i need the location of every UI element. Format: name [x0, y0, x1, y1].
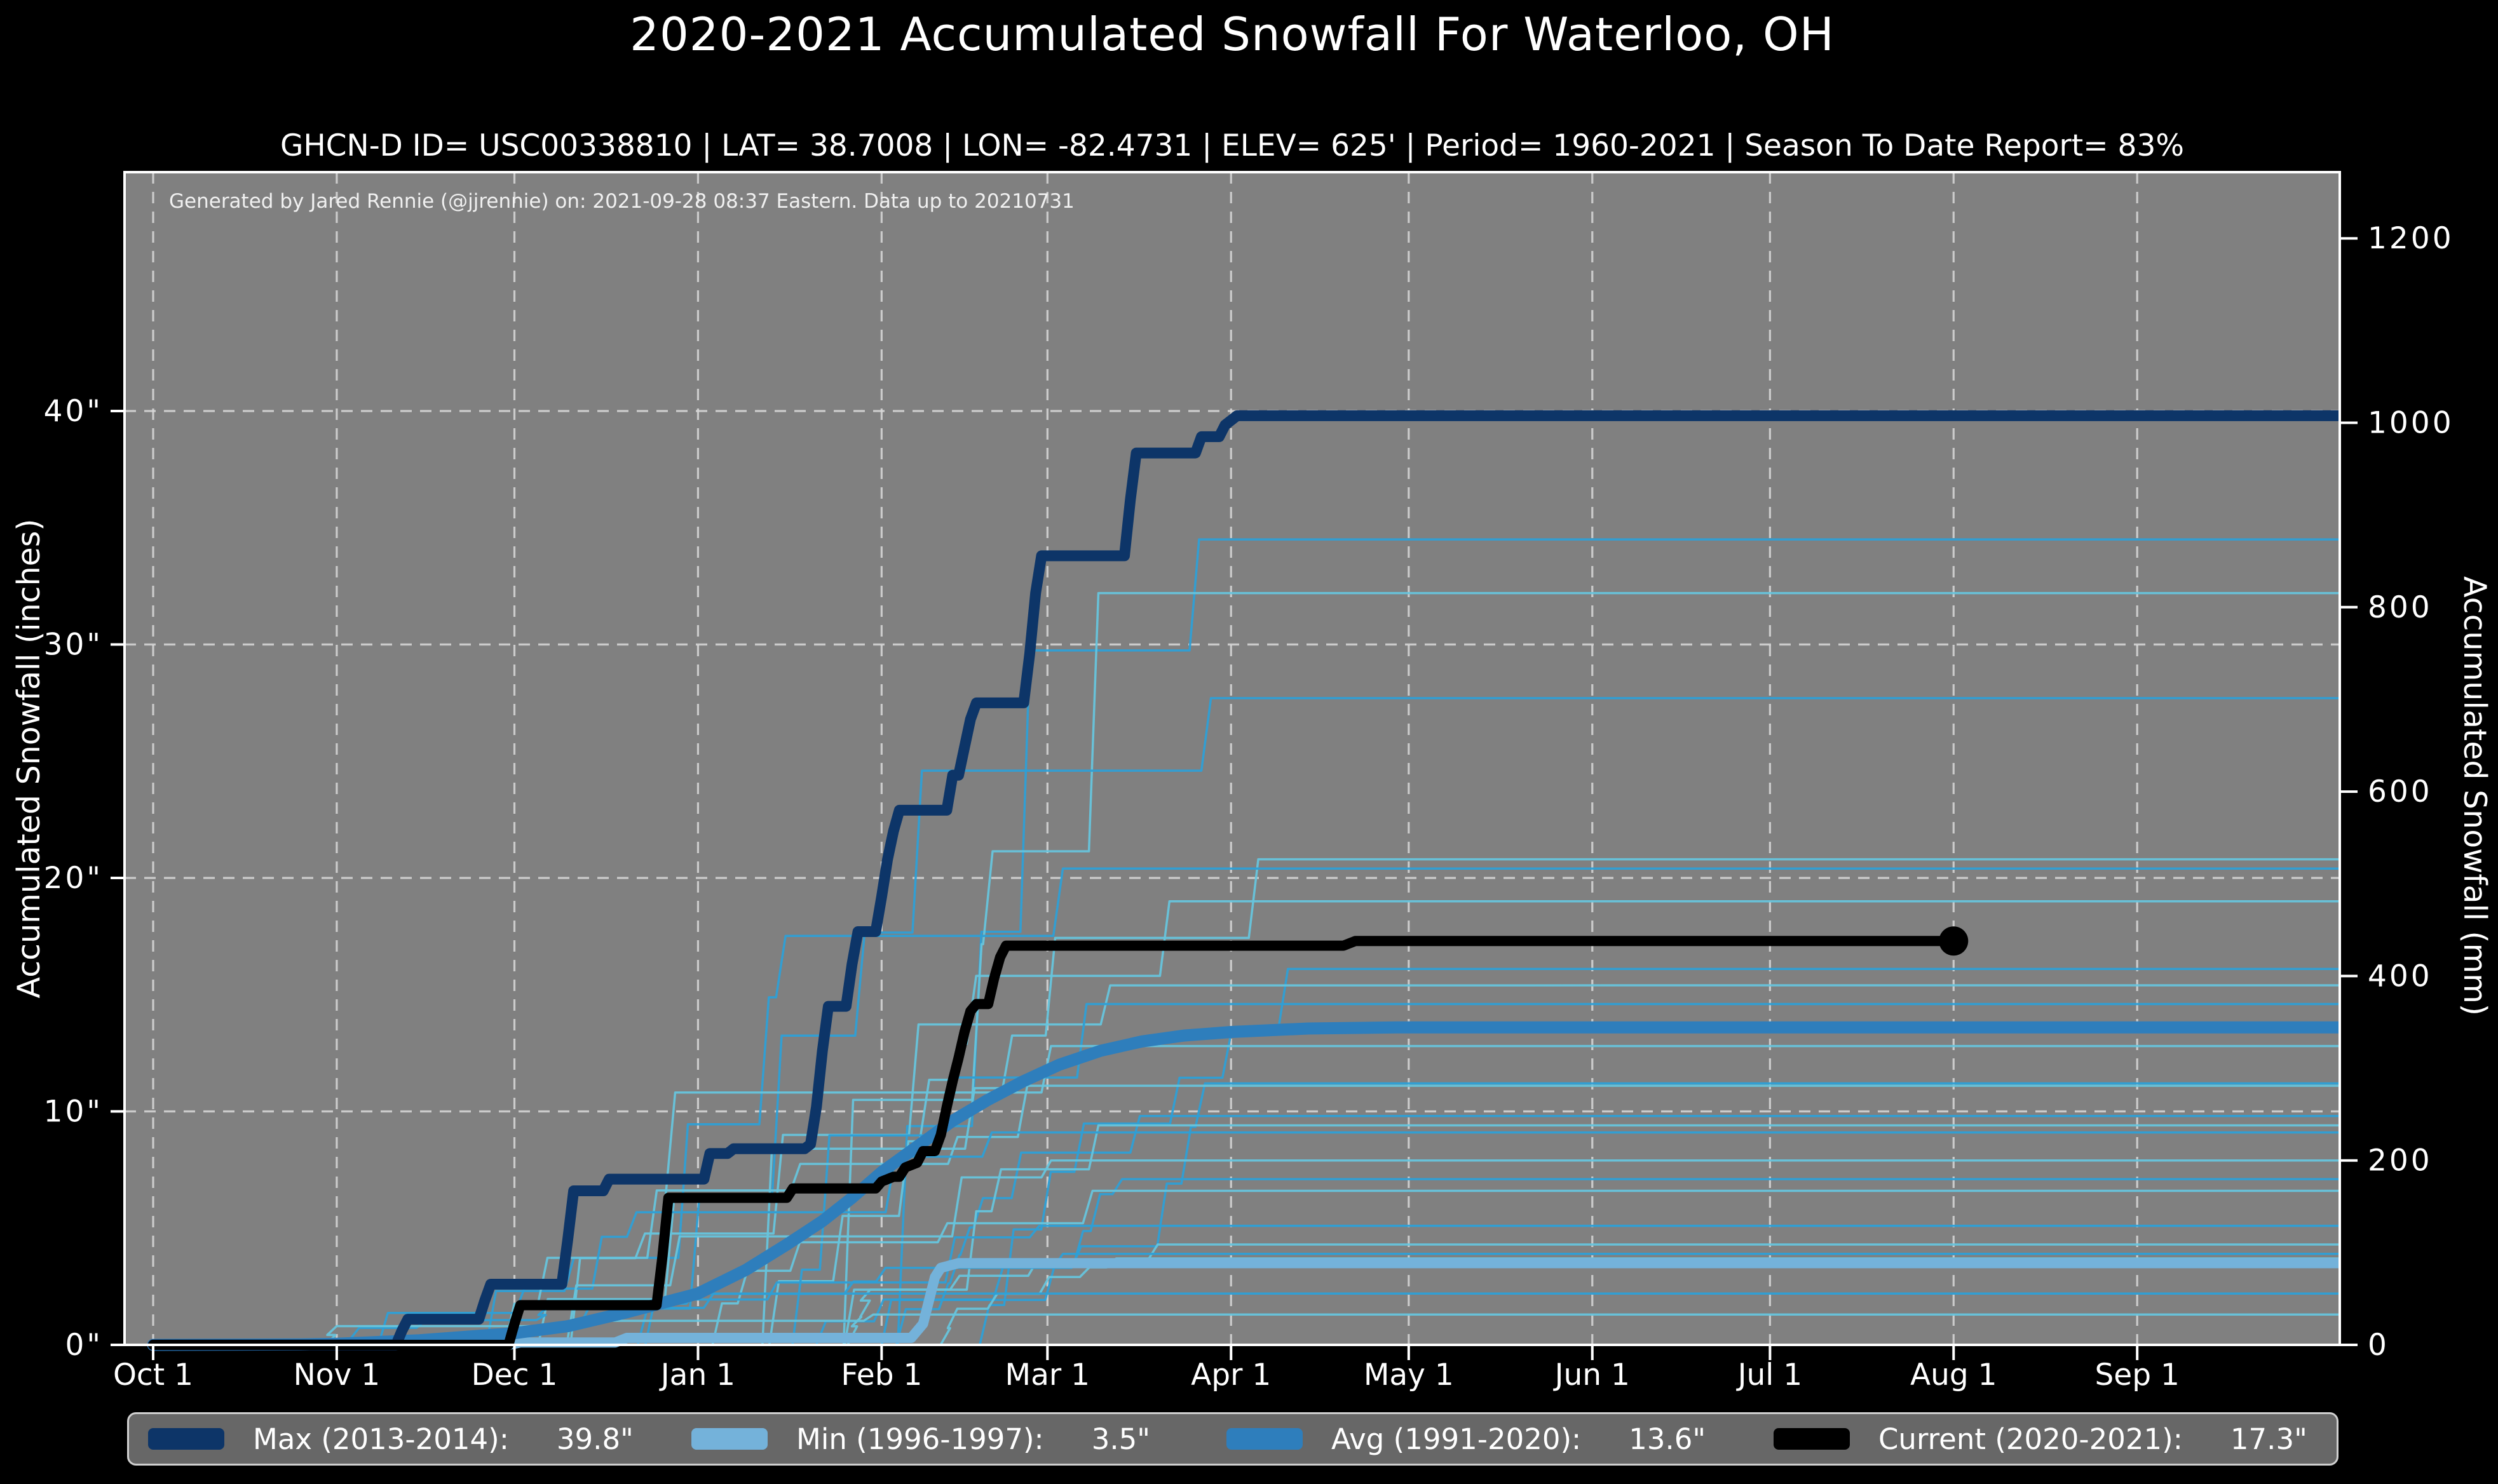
x-tick-label: Jan 1: [659, 1358, 735, 1393]
y-left-tick-label: 40": [44, 394, 103, 429]
x-tick-label: Dec 1: [472, 1358, 558, 1393]
legend-label-current: Current (2020-2021):: [1878, 1422, 2183, 1456]
plot-area: [125, 172, 2340, 1345]
historical-season-line: [152, 1115, 2340, 1346]
legend-label-max: Max (2013-2014):: [253, 1422, 509, 1456]
x-tick-label: Aug 1: [1910, 1358, 1997, 1393]
x-tick-label: Mar 1: [1005, 1358, 1090, 1393]
y-right-tick-label: 400: [2368, 959, 2433, 994]
legend-entry-max: Max (2013-2014): 39.8": [148, 1414, 634, 1464]
y-left-tick-label: 0": [65, 1328, 103, 1363]
y-left-tick-label: 10": [44, 1095, 103, 1130]
gridlines: [125, 172, 2340, 1345]
legend-label-min: Min (1996-1997):: [796, 1422, 1044, 1456]
y-axis-right-title: Accumulated Snowfall (mm): [2457, 576, 2493, 1016]
historical-season-line: [152, 697, 2340, 1346]
chart-subtitle: GHCN-D ID= USC00338810 | LAT= 38.7008 | …: [280, 128, 2185, 163]
axis-ticks: [111, 237, 2358, 1360]
legend-swatch-max: [148, 1428, 224, 1450]
x-tick-label: Jul 1: [1736, 1358, 1803, 1393]
series-line-max: [147, 410, 2340, 1351]
y-left-tick-label: 30": [44, 628, 103, 663]
legend-value-max: 39.8": [556, 1422, 634, 1456]
legend-swatch-avg: [1226, 1428, 1303, 1450]
x-tick-label: Jun 1: [1553, 1358, 1630, 1393]
legend: Max (2013-2014): 39.8" Min (1996-1997): …: [127, 1412, 2338, 1466]
series-line-current: [148, 936, 1959, 1350]
plot-background: [125, 172, 2340, 1345]
y-right-tick-label: 800: [2368, 590, 2433, 625]
y-right-tick-label: 200: [2368, 1143, 2433, 1178]
x-tick-label: Feb 1: [841, 1358, 922, 1393]
series-line-min: [148, 1258, 2340, 1350]
y-left-tick-label: 20": [44, 861, 103, 896]
y-axis-left-title: Accumulated Snowfall (inches): [11, 519, 47, 999]
x-tick-label: Nov 1: [294, 1358, 381, 1393]
legend-swatch-current: [1774, 1428, 1850, 1450]
legend-swatch-min: [691, 1428, 768, 1450]
legend-value-current: 17.3": [2230, 1422, 2307, 1456]
chart-title: 2020-2021 Accumulated Snowfall For Water…: [630, 8, 1835, 61]
x-tick-label: May 1: [1364, 1358, 1454, 1393]
y-right-tick-label: 0: [2368, 1328, 2389, 1363]
legend-value-avg: 13.6": [1629, 1422, 1706, 1456]
y-right-tick-label: 1200: [2368, 221, 2454, 256]
y-right-tick-label: 600: [2368, 774, 2433, 809]
legend-value-min: 3.5": [1091, 1422, 1150, 1456]
x-tick-label: Apr 1: [1191, 1358, 1271, 1393]
legend-entry-avg: Avg (1991-2020): 13.6": [1226, 1414, 1706, 1464]
x-tick-label: Oct 1: [113, 1358, 193, 1393]
historical-season-line: [152, 1131, 2340, 1346]
legend-label-avg: Avg (1991-2020):: [1331, 1422, 1582, 1456]
generated-by-annotation: Generated by Jared Rennie (@jjrennie) on…: [169, 190, 1075, 213]
axis-tick-labels: Oct 1 Nov 1 Dec 1 Jan 1 Feb 1 Mar 1 Apr 1 May 1…: [44, 221, 2454, 1393]
x-tick-label: Sep 1: [2094, 1358, 2179, 1393]
legend-entry-current: Current (2020-2021): 17.3": [1774, 1414, 2307, 1464]
series-end-marker-current: [1939, 926, 1969, 956]
legend-entry-min: Min (1996-1997): 3.5": [691, 1414, 1150, 1464]
y-right-tick-label: 1000: [2368, 406, 2454, 441]
